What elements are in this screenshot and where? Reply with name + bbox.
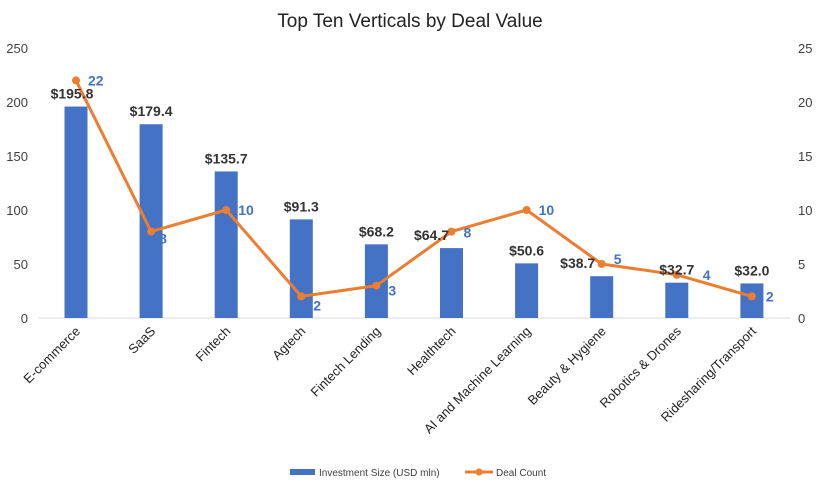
legend-marker-deal-count (475, 468, 483, 476)
chart-title: Top Ten Verticals by Deal Value (277, 11, 542, 32)
bar-value-label: $64.7 (414, 227, 449, 243)
left-axis-tick: 250 (6, 41, 28, 56)
left-axis-tick: 100 (6, 203, 28, 218)
bar-value-label: $50.6 (509, 242, 544, 258)
right-axis-tick: 5 (798, 257, 805, 272)
category-label: Fintech Lending (307, 324, 383, 400)
deal-count-label: 2 (766, 288, 774, 304)
right-axis-tick: 0 (798, 311, 805, 326)
deal-count-point (522, 206, 531, 214)
bar-value-label: $135.7 (205, 150, 248, 166)
bar (515, 263, 539, 318)
bar (440, 248, 463, 318)
left-axis-tick: 150 (6, 149, 28, 164)
bar (364, 244, 388, 318)
deal-count-label: 5 (614, 251, 622, 267)
legend-label-investment: Investment Size (USD mln) (319, 468, 440, 479)
left-axis-tick: 0 (21, 311, 28, 326)
deal-count-label: 8 (464, 225, 472, 241)
right-axis-tick: 25 (798, 41, 812, 56)
deal-count-point (447, 227, 456, 236)
category-label: Fintech (193, 324, 234, 365)
deal-count-label: 10 (238, 202, 254, 218)
deal-count-label: 8 (159, 231, 167, 247)
left-axis-tick: 200 (6, 95, 28, 110)
deal-count-point (297, 292, 306, 301)
bar (740, 283, 764, 318)
left-axis-tick: 50 (14, 257, 28, 272)
legend-label-deal-count: Deal Count (496, 468, 546, 479)
deal-count-point (222, 206, 231, 214)
deal-count-line (74, 79, 753, 298)
right-axis-tick: 15 (798, 149, 812, 164)
deal-count-label: 22 (88, 72, 104, 88)
bar-value-label: $38.7 (560, 255, 595, 271)
bar-value-label: $179.4 (130, 103, 173, 119)
deal-count-label: 2 (313, 297, 321, 313)
category-label: Healthtech (404, 324, 459, 379)
deal-count-point (72, 76, 80, 85)
bar (590, 276, 614, 318)
right-axis-tick: 20 (798, 95, 812, 110)
deal-count-point (597, 260, 606, 268)
bar-value-label: $91.3 (284, 198, 319, 214)
bar (665, 282, 689, 318)
deal-count-point (672, 270, 681, 279)
legend-swatch-investment (290, 469, 315, 475)
category-label: E-commerce (20, 324, 83, 387)
legend: Investment Size (USD mln) Deal Count (290, 468, 546, 479)
category-label: Beauty & Hygiene (525, 324, 609, 408)
bar (139, 124, 163, 318)
bar (289, 219, 313, 318)
deal-count-label: 10 (539, 202, 555, 218)
right-axis-tick: 10 (798, 203, 812, 218)
bar-value-label: $68.2 (359, 223, 394, 239)
deal-count-label: 4 (703, 267, 711, 283)
category-label: Agtech (269, 324, 308, 363)
bar-value-label: $195.8 (51, 86, 94, 102)
deal-count-point (147, 227, 156, 236)
bar-value-label: $32.7 (659, 262, 694, 278)
bar-value-label: $32.0 (734, 262, 769, 278)
bar (64, 106, 88, 318)
deal-count-point (372, 281, 381, 290)
deal-count-point (747, 292, 756, 301)
category-label: SaaS (125, 323, 158, 356)
category-label: Robotics & Drones (597, 323, 685, 411)
bar (214, 171, 238, 318)
deal-count-label: 3 (388, 283, 396, 299)
